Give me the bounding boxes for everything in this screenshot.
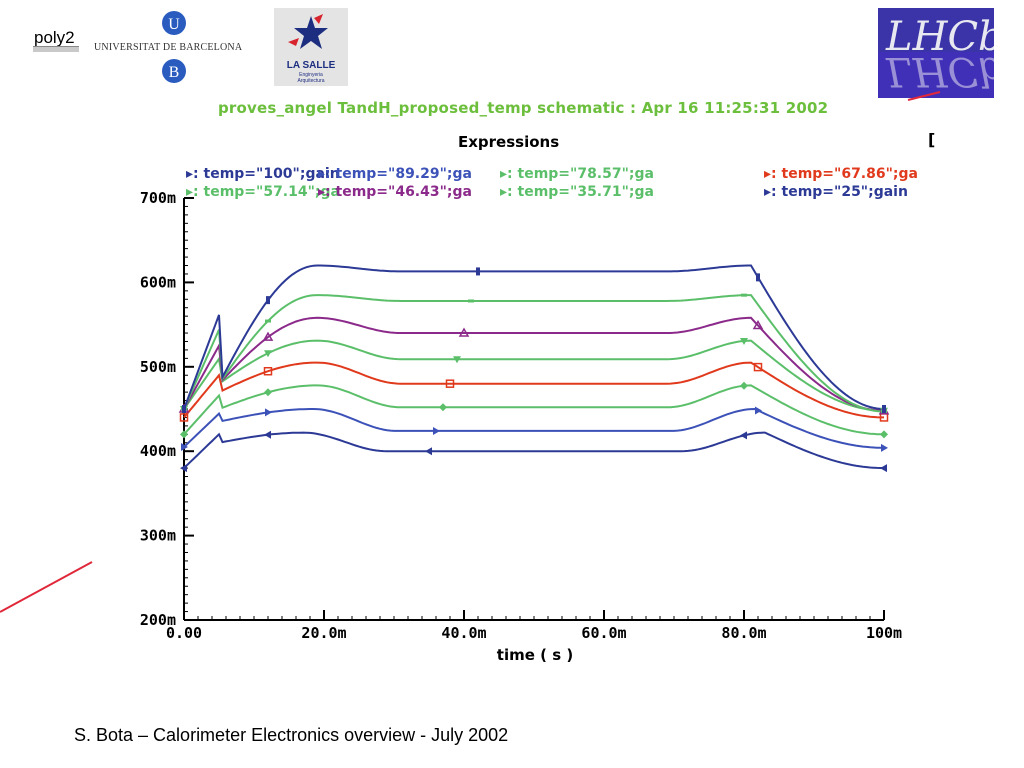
- series-marker: [179, 413, 189, 422]
- university-name: UNIVERSITAT DE BARCELONA: [94, 42, 243, 53]
- ub-circle-top: [162, 11, 186, 35]
- ub-letter-u: U: [168, 16, 180, 33]
- series-marker: [180, 464, 187, 473]
- series-marker: [264, 388, 272, 397]
- legend: ▸: temp="100";gain▸: temp="89.29";ga ▸: t…: [186, 166, 918, 200]
- x-tick-label: 40.0m: [441, 624, 486, 642]
- series-marker: [880, 464, 887, 473]
- lhcb-lower-panel: [878, 52, 994, 98]
- legend-entry: ▸: temp="35.71";ga: [500, 184, 654, 200]
- legend-entry: ▸: temp="46.43";ga: [318, 184, 472, 200]
- legend-entry: ▸: temp="57.14";ga: [186, 184, 340, 200]
- plot-header: proves_angel TandH_proposed_temp schemat…: [218, 99, 829, 117]
- y-tick-label: 700m: [140, 189, 176, 207]
- x-axis-label: time ( s ): [497, 646, 573, 664]
- red-accent-line-top: [907, 91, 941, 101]
- x-tick-label: 20.0m: [301, 624, 346, 642]
- y-tick-label: 400m: [140, 442, 176, 460]
- series-marker: [181, 442, 188, 451]
- series-lines: [183, 264, 885, 470]
- series-marker: [458, 327, 470, 337]
- series-marker: [263, 366, 273, 376]
- series-marker: [740, 431, 747, 440]
- series-marker: [752, 320, 764, 330]
- x-tick-label: 60.0m: [581, 624, 626, 642]
- series-marker: [266, 296, 270, 305]
- edge-mark: [: [928, 130, 936, 149]
- series-marker: [445, 379, 455, 388]
- y-tick-label: 200m: [140, 611, 176, 629]
- lasalle-name: LA SALLE: [286, 60, 336, 71]
- poly-label: poly2: [34, 28, 75, 47]
- ub-letter-b: B: [169, 64, 180, 81]
- series-marker: [741, 293, 747, 297]
- series-line: [183, 361, 884, 419]
- series-line: [183, 316, 885, 412]
- series-marker: [182, 405, 186, 413]
- series-marker: [882, 405, 886, 413]
- series-marker: [264, 350, 272, 358]
- x-tick-label: 80.0m: [721, 624, 766, 642]
- series-marker: [476, 267, 480, 276]
- x-tick-label: 100m: [866, 624, 902, 642]
- lhcb-text: LHCb: [886, 14, 994, 60]
- lasalle-star-icon: [288, 14, 328, 49]
- series-marker: [755, 406, 762, 415]
- lasalle-logo: LA SALLE Enginyeria Arquitectura: [274, 8, 348, 86]
- series-marker: [881, 443, 888, 452]
- footer-text: S. Bota – Calorimeter Electronics overvi…: [74, 725, 509, 745]
- legend-entry: ▸: temp="67.86";ga: [764, 166, 918, 182]
- series-line: [183, 264, 885, 410]
- lasalle-sub-line-2: Arquitectura: [297, 78, 325, 84]
- series-line: [183, 407, 884, 449]
- series-marker: [439, 403, 447, 412]
- legend-entry: ▸: temp="89.29";ga: [318, 166, 472, 182]
- series-marker: [265, 408, 272, 417]
- red-accent-line-left: [0, 561, 93, 613]
- axes: 200m 300m 400m 500m 600m 700m 0.00 20.0m 40.0m 60…: [140, 189, 902, 642]
- series-marker: [740, 381, 748, 390]
- series-marker: [756, 273, 760, 282]
- series-marker: [753, 362, 763, 372]
- poly-underbar: [33, 46, 79, 52]
- series-marker: [264, 430, 271, 439]
- y-tick-label: 500m: [140, 358, 176, 376]
- series-marker: [453, 356, 461, 364]
- lasalle-sub-line-1: Enginyeria: [299, 72, 323, 78]
- series-marker: [180, 430, 188, 439]
- series-marker: [880, 430, 888, 439]
- series-marker: [425, 447, 432, 456]
- series-line: [183, 384, 884, 436]
- lhcb-logo: LHCb LHCb: [878, 8, 994, 98]
- series-marker: [433, 426, 440, 435]
- series-marker: [468, 299, 474, 303]
- series-marker: [265, 319, 271, 323]
- series-line: [183, 431, 885, 470]
- x-tick-label: 0.00: [166, 624, 202, 642]
- series-markers: [178, 267, 890, 473]
- chart-title: Expressions: [458, 133, 560, 151]
- ub-circle-bottom: [162, 59, 186, 83]
- ub-logo: U B: [162, 11, 186, 83]
- legend-entry: ▸: temp="78.57";ga: [500, 166, 654, 182]
- lasalle-subtitle: Enginyeria Arquitectura: [274, 72, 348, 84]
- legend-entry: ▸: temp="25";gain: [764, 184, 908, 200]
- series-marker: [740, 337, 748, 345]
- y-tick-label: 600m: [140, 273, 176, 291]
- series-marker: [262, 331, 274, 341]
- series-line: [183, 339, 885, 412]
- series-line: [183, 294, 885, 413]
- legend-entry: ▸: temp="100";gain: [186, 166, 340, 182]
- y-tick-label: 300m: [140, 527, 176, 545]
